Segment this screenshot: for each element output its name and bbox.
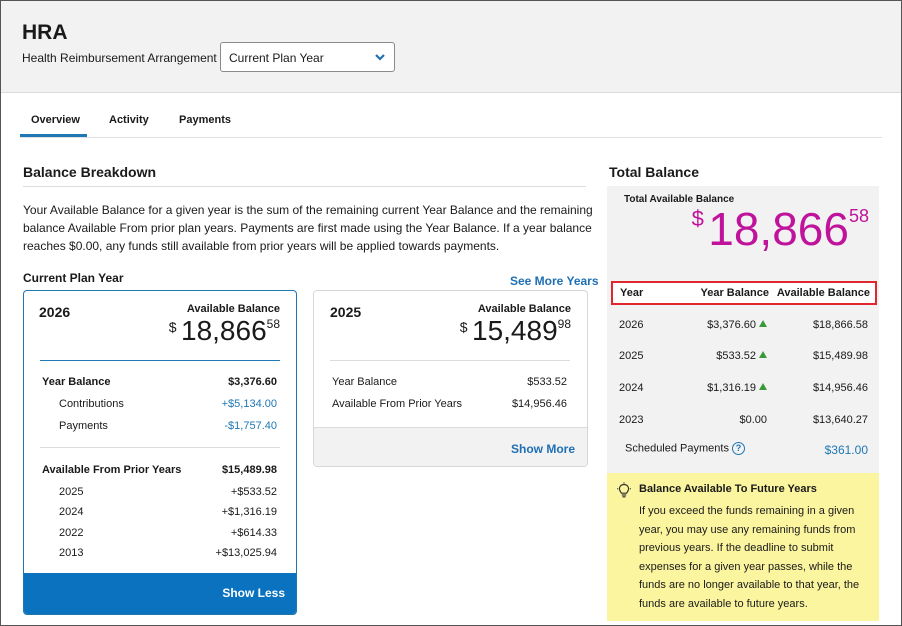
active-tab-indicator <box>20 134 87 137</box>
balance-table-header: Year Year Balance Available Balance <box>611 281 877 305</box>
year-balance-value: $533.52 <box>527 376 567 388</box>
table-row-available: $13,640.27 <box>812 414 868 426</box>
table-row-year: 2025 <box>619 350 644 362</box>
note-body: If you exceed the funds remaining in a g… <box>639 505 860 610</box>
table-row-available: $18,866.58 <box>812 319 868 331</box>
currency-symbol: $ <box>459 319 468 335</box>
show-less-button[interactable]: Show Less <box>24 573 296 614</box>
amount-whole: 15,489 <box>472 315 558 346</box>
prior-year-amount: +$13,025.94 <box>215 547 277 559</box>
prior-year: 2013 <box>59 547 84 559</box>
year-balance-value: $3,376.60 <box>228 376 277 388</box>
page-header <box>1 1 901 93</box>
plan-year-card-2025: 2025 Available Balance $ 15,48998 Year B… <box>313 290 588 467</box>
page-subtitle: Health Reimbursement Arrangement <box>22 51 217 65</box>
column-available-balance: Available Balance <box>776 287 870 299</box>
prior-year: 2025 <box>59 486 84 498</box>
up-arrow-icon <box>759 383 767 390</box>
prior-years-total: $15,489.98 <box>221 464 277 476</box>
total-available-amount: $ 18,86658 <box>692 202 869 256</box>
amount-whole: 18,866 <box>181 315 267 346</box>
card-year: 2025 <box>330 304 362 320</box>
table-row-year: 2024 <box>619 382 644 394</box>
year-balance-value: $1,316.19 <box>707 382 756 394</box>
amount-cents: 58 <box>266 317 280 331</box>
contributions-label: Contributions <box>59 398 124 410</box>
prior-year-amount: +$614.33 <box>230 527 277 539</box>
available-balance-amount: $ 15,48998 <box>460 315 571 347</box>
table-row-available: $14,956.46 <box>812 382 868 394</box>
chevron-down-icon <box>375 54 385 61</box>
available-balance-label: Available Balance <box>186 303 280 315</box>
note-title: Balance Available To Future Years <box>639 483 817 495</box>
current-plan-year-label: Current Plan Year <box>23 271 124 285</box>
payments-label: Payments <box>59 420 108 432</box>
section-divider <box>23 186 586 187</box>
currency-symbol: $ <box>691 206 704 231</box>
year-balance-value: $533.52 <box>716 350 756 362</box>
lightbulb-icon <box>617 482 631 498</box>
table-row-year: 2023 <box>619 414 644 426</box>
table-row-year-balance: $1,316.19 <box>707 382 767 394</box>
tab-activity[interactable]: Activity <box>109 114 149 126</box>
prior-year-amount: +$1,316.19 <box>221 506 277 518</box>
available-balance-label: Available Balance <box>477 303 571 315</box>
card-divider <box>330 360 570 361</box>
prior-years-label: Available From Prior Years <box>332 398 463 410</box>
total-available-label: Total Available Balance <box>624 194 735 205</box>
plan-year-select-value: Current Plan Year <box>229 51 324 65</box>
prior-year-amount: +$533.52 <box>230 486 277 498</box>
show-more-area: Show More <box>314 427 587 466</box>
year-balance-label: Year Balance <box>42 376 111 388</box>
column-year: Year <box>620 287 644 299</box>
year-balance-label: Year Balance <box>332 376 398 388</box>
scheduled-payments-text: Scheduled Payments <box>625 442 729 455</box>
amount-whole: 18,866 <box>708 203 849 255</box>
amount-cents: 98 <box>557 317 571 331</box>
balance-breakdown-title: Balance Breakdown <box>23 164 157 180</box>
show-more-button[interactable]: Show More <box>510 442 575 456</box>
column-year-balance: Year Balance <box>700 287 770 299</box>
plan-year-select[interactable]: Current Plan Year <box>220 42 395 72</box>
amount-cents: 58 <box>848 206 869 226</box>
card-divider <box>40 360 280 361</box>
table-row-year-balance: $0.00 <box>739 414 767 426</box>
table-row-year-balance: $3,376.60 <box>707 319 767 331</box>
plan-year-card-2026: 2026 Available Balance $ 18,86658 Year B… <box>23 290 297 615</box>
help-icon[interactable]: ? <box>731 442 745 455</box>
scheduled-payments-value[interactable]: $361.00 <box>824 443 868 457</box>
prior-year: 2024 <box>59 506 84 518</box>
tab-overview[interactable]: Overview <box>31 114 80 126</box>
payments-value[interactable]: -$1,757.40 <box>224 420 277 432</box>
prior-years-total: $14,956.46 <box>511 398 567 410</box>
currency-symbol: $ <box>168 319 177 335</box>
table-row-year: 2026 <box>619 319 644 331</box>
contributions-value[interactable]: +$5,134.00 <box>221 398 277 410</box>
tab-payments[interactable]: Payments <box>179 114 231 126</box>
table-row-available: $15,489.98 <box>812 350 868 362</box>
prior-year: 2022 <box>59 527 84 539</box>
card-year: 2026 <box>39 304 71 320</box>
total-balance-title: Total Balance <box>609 164 699 180</box>
page-title: HRA <box>22 21 68 44</box>
table-row-year-balance: $533.52 <box>716 350 767 362</box>
tabs-divider <box>20 137 882 138</box>
up-arrow-icon <box>759 351 767 358</box>
year-balance-value: $3,376.60 <box>707 319 756 331</box>
total-balance-panel: Total Available Balance $ 18,86658 <box>607 186 879 473</box>
card-divider <box>40 447 280 448</box>
see-more-years-link[interactable]: See More Years <box>510 274 599 288</box>
balance-breakdown-intro: Your Available Balance for a given year … <box>23 203 593 253</box>
available-balance-amount: $ 18,86658 <box>169 315 280 347</box>
future-years-note: Balance Available To Future Years If you… <box>607 473 879 621</box>
prior-years-label: Available From Prior Years <box>42 464 182 476</box>
scheduled-payments-label: Scheduled Payments? <box>625 442 745 455</box>
up-arrow-icon <box>759 320 767 327</box>
